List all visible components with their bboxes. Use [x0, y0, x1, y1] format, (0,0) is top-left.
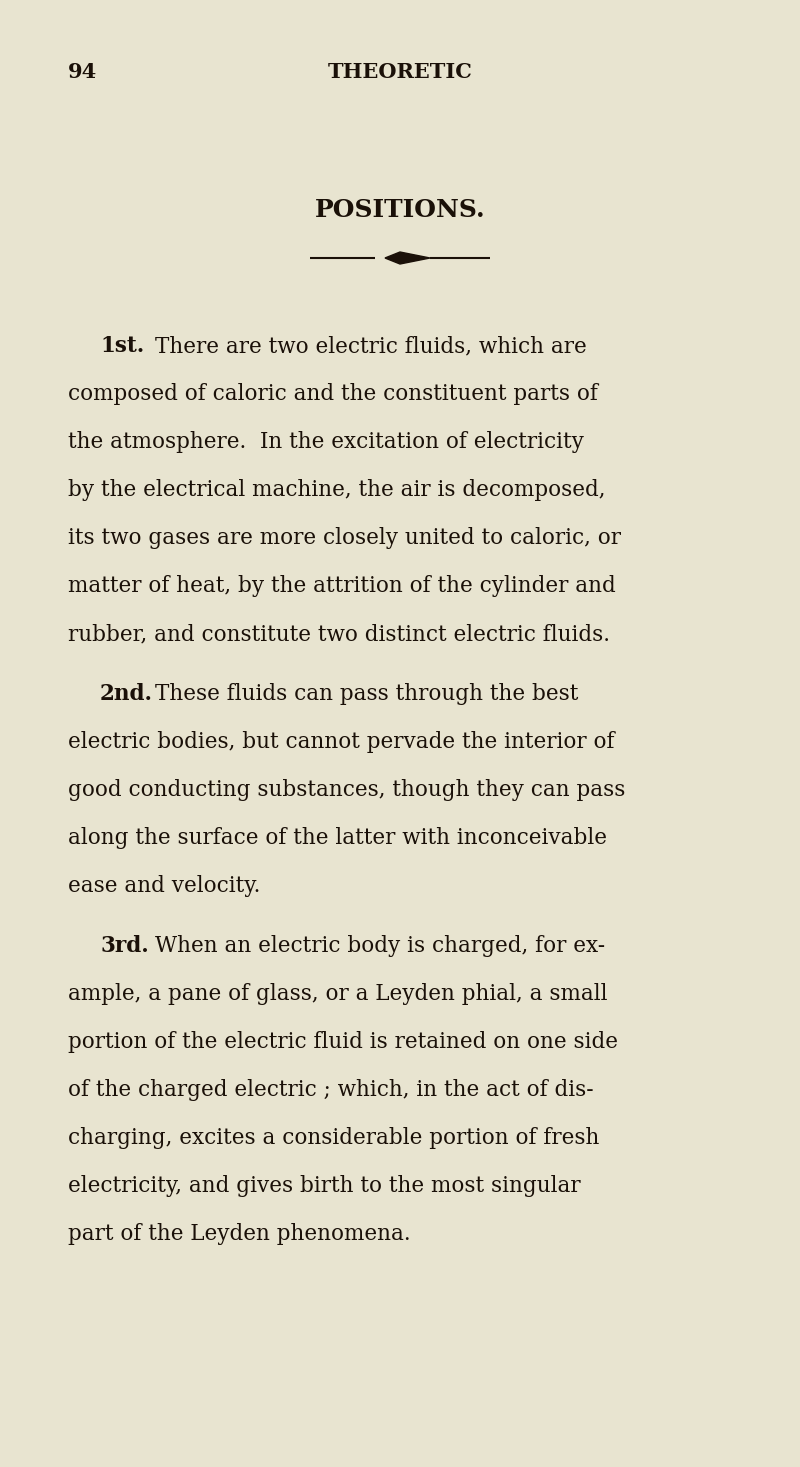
Text: When an electric body is charged, for ex-: When an electric body is charged, for ex…: [155, 934, 605, 956]
Text: There are two electric fluids, which are: There are two electric fluids, which are: [155, 334, 586, 356]
Text: charging, excites a considerable portion of fresh: charging, excites a considerable portion…: [68, 1127, 599, 1149]
Text: composed of caloric and the constituent parts of: composed of caloric and the constituent …: [68, 383, 598, 405]
Text: POSITIONS.: POSITIONS.: [314, 198, 486, 222]
Text: along the surface of the latter with inconceivable: along the surface of the latter with inc…: [68, 827, 607, 849]
Text: its two gases are more closely united to caloric, or: its two gases are more closely united to…: [68, 527, 621, 549]
Text: matter of heat, by the attrition of the cylinder and: matter of heat, by the attrition of the …: [68, 575, 616, 597]
Text: rubber, and constitute two distinct electric fluids.: rubber, and constitute two distinct elec…: [68, 623, 610, 645]
Text: good conducting substances, though they can pass: good conducting substances, though they …: [68, 779, 626, 801]
Text: 2nd.: 2nd.: [100, 684, 153, 706]
Text: THEORETIC: THEORETIC: [327, 62, 473, 82]
Polygon shape: [385, 252, 430, 264]
Text: by the electrical machine, the air is decomposed,: by the electrical machine, the air is de…: [68, 480, 606, 502]
Text: 3rd.: 3rd.: [100, 934, 149, 956]
Text: part of the Leyden phenomena.: part of the Leyden phenomena.: [68, 1223, 410, 1245]
Text: 94: 94: [68, 62, 98, 82]
Text: ample, a pane of glass, or a Leyden phial, a small: ample, a pane of glass, or a Leyden phia…: [68, 983, 607, 1005]
Text: electric bodies, but cannot pervade the interior of: electric bodies, but cannot pervade the …: [68, 731, 614, 753]
Text: portion of the electric fluid is retained on one side: portion of the electric fluid is retaine…: [68, 1031, 618, 1053]
Text: of the charged electric ; which, in the act of dis-: of the charged electric ; which, in the …: [68, 1080, 594, 1102]
Text: the atmosphere.  In the excitation of electricity: the atmosphere. In the excitation of ele…: [68, 431, 584, 453]
Text: ease and velocity.: ease and velocity.: [68, 874, 260, 896]
Text: 1st.: 1st.: [100, 334, 144, 356]
Text: These fluids can pass through the best: These fluids can pass through the best: [155, 684, 578, 706]
Text: electricity, and gives birth to the most singular: electricity, and gives birth to the most…: [68, 1175, 581, 1197]
